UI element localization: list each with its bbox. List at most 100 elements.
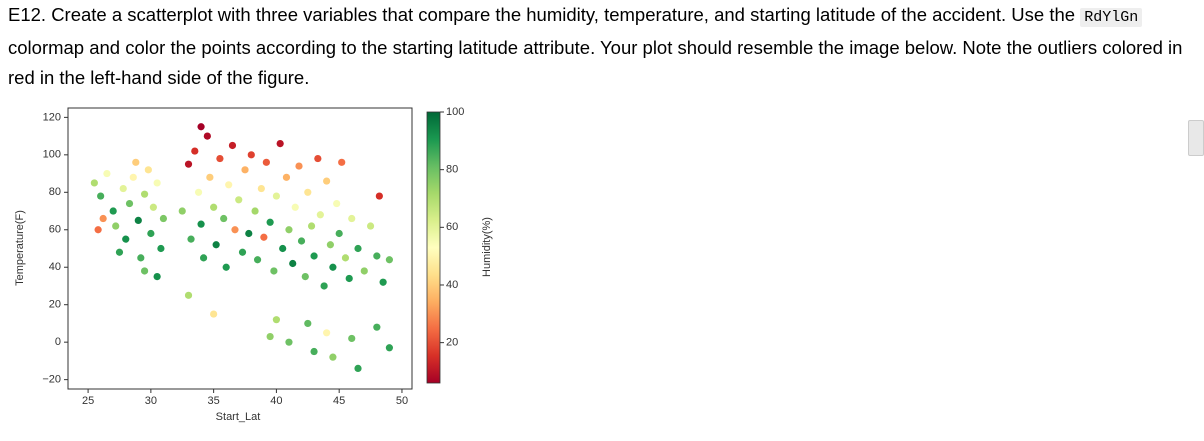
- point: [314, 154, 322, 163]
- point: [272, 192, 281, 200]
- point: [245, 229, 253, 238]
- point: [257, 184, 265, 193]
- chart: Start_Lat Temperature(F) Humidity(%) 25 3…: [14, 106, 493, 423]
- point: [241, 166, 249, 174]
- point: [140, 267, 149, 275]
- point: [260, 233, 268, 241]
- point: [132, 158, 140, 166]
- y-axis-label: Temperature(F): [14, 210, 26, 286]
- y-tick-label: 40: [49, 261, 61, 273]
- x-tick-label: 30: [145, 395, 157, 407]
- point: [282, 173, 291, 181]
- point: [212, 241, 220, 249]
- point: [210, 203, 218, 211]
- point: [333, 199, 341, 208]
- colorbar-tick-label: 60: [446, 221, 458, 233]
- point: [206, 173, 214, 181]
- point: [354, 364, 362, 372]
- x-axis-label: Start_Lat: [216, 411, 261, 423]
- point: [262, 158, 270, 166]
- point: [222, 263, 230, 271]
- point: [304, 188, 312, 196]
- point: [307, 222, 316, 230]
- point: [251, 207, 259, 215]
- scroll-button[interactable]: [1188, 120, 1204, 156]
- point: [134, 216, 142, 224]
- point: [191, 147, 199, 155]
- point: [137, 254, 145, 262]
- point: [335, 229, 343, 238]
- x-tick-label: 45: [333, 395, 345, 407]
- point: [329, 263, 337, 271]
- point: [266, 332, 274, 341]
- point: [216, 154, 224, 163]
- x-tick-label: 35: [208, 395, 220, 407]
- y-tick-label: −20: [42, 374, 61, 386]
- point: [184, 291, 193, 299]
- point: [279, 244, 287, 253]
- x-tick-label: 50: [396, 395, 408, 407]
- point: [178, 207, 186, 215]
- point: [149, 203, 157, 211]
- y-tick-label: 100: [43, 149, 61, 161]
- point: [247, 151, 255, 159]
- point: [329, 353, 337, 361]
- point: [341, 254, 350, 262]
- point: [153, 179, 161, 187]
- point: [297, 237, 306, 245]
- point: [187, 235, 195, 243]
- point: [304, 319, 312, 328]
- point: [291, 203, 299, 211]
- instruction: E12. Create a scatterplot with three var…: [8, 0, 1188, 93]
- point: [159, 214, 168, 223]
- point: [323, 329, 331, 337]
- point: [373, 252, 381, 260]
- point: [379, 278, 387, 286]
- point: [310, 347, 318, 356]
- x-tick-label: 25: [82, 395, 94, 407]
- point: [115, 248, 124, 256]
- point: [97, 192, 105, 200]
- point: [323, 177, 331, 185]
- point: [354, 244, 362, 253]
- point: [225, 181, 233, 189]
- point: [197, 220, 205, 228]
- colorbar-label: Humidity(%): [481, 217, 493, 277]
- point: [360, 267, 368, 275]
- point: [140, 190, 149, 198]
- text: E12. Create a scatterplot with three var…: [8, 4, 1076, 25]
- point: [285, 338, 293, 346]
- colorbar-tick-label: 80: [446, 164, 458, 176]
- point: [366, 222, 375, 230]
- point: [157, 244, 165, 253]
- point: [153, 273, 161, 281]
- point: [231, 226, 239, 234]
- point: [270, 267, 278, 275]
- point: [112, 222, 120, 230]
- point: [348, 214, 356, 223]
- point: [375, 192, 383, 200]
- point: [235, 196, 243, 204]
- point: [94, 226, 102, 234]
- point: [99, 214, 107, 223]
- point: [266, 218, 274, 226]
- point: [197, 123, 205, 131]
- point: [199, 254, 208, 262]
- point: [295, 162, 303, 170]
- point: [210, 310, 218, 318]
- point: [220, 214, 228, 223]
- point: [147, 229, 155, 238]
- y-tick-label: 60: [49, 224, 61, 236]
- y-tick-label: 0: [55, 336, 61, 348]
- point: [320, 282, 328, 290]
- point: [276, 139, 284, 148]
- y-tick-label: 20: [49, 299, 61, 311]
- text: colormap and color the points according …: [8, 37, 1183, 88]
- point: [348, 334, 356, 343]
- x-tick-label: 40: [270, 395, 282, 407]
- point: [119, 184, 127, 193]
- point: [122, 235, 130, 243]
- point: [90, 179, 98, 187]
- point: [184, 160, 193, 168]
